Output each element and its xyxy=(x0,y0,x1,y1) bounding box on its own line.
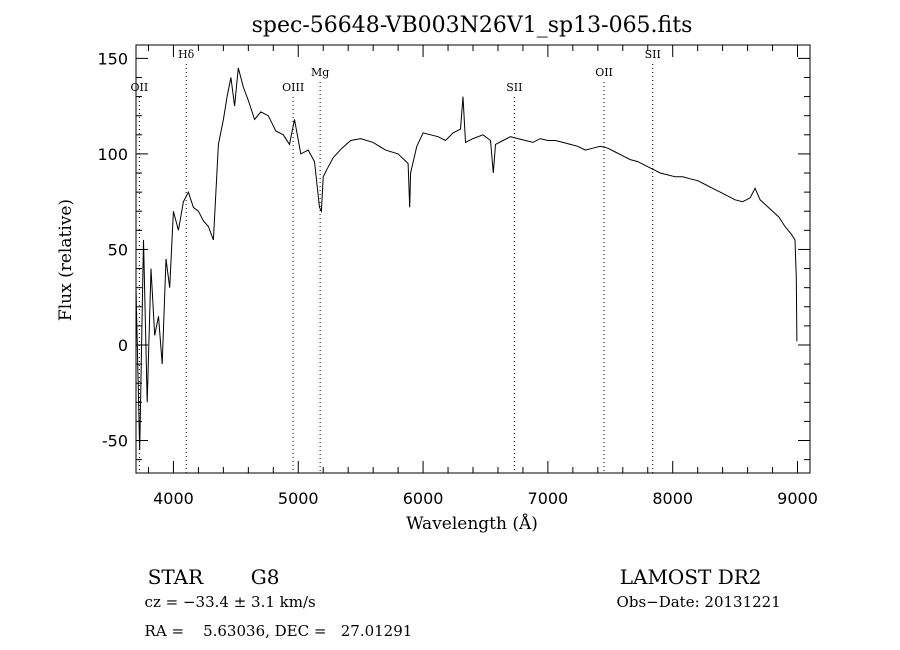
x-tick-label: 9000 xyxy=(777,489,818,508)
survey-name-label: LAMOST DR2 xyxy=(619,565,762,589)
line-marker-label: Mg xyxy=(311,66,329,79)
x-tick-label: 5000 xyxy=(278,489,319,508)
y-axis-label: Flux (relative) xyxy=(56,199,76,321)
chart-title: spec-56648-VB003N26V1_sp13-065.fits xyxy=(252,13,693,38)
spectrum-line xyxy=(135,67,798,451)
y-tick-label: 0 xyxy=(118,336,128,355)
line-marker-label: SII xyxy=(645,48,661,61)
x-axis-label: Wavelength (Å) xyxy=(406,513,538,534)
line-marker-label: OII xyxy=(595,66,613,79)
x-tick-label: 8000 xyxy=(652,489,693,508)
survey-name: LAMOST DR2 xyxy=(607,541,762,589)
object-subclass-label: G8 xyxy=(250,565,280,589)
y-tick-label: 150 xyxy=(97,49,128,68)
x-tick-label: 7000 xyxy=(528,489,569,508)
y-tick-label: 100 xyxy=(97,145,128,164)
redshift-cz: cz = −33.4 ± 3.1 km/s xyxy=(135,575,316,611)
line-marker-label: OIII xyxy=(282,81,304,94)
plot-frame xyxy=(135,44,811,474)
redshift-cz-value: cz = −33.4 ± 3.1 km/s xyxy=(144,593,316,611)
emission-line-markers: OII Hδ OIII Mg SII OII SII xyxy=(131,48,661,473)
object-class: STAR xyxy=(135,541,203,589)
line-marker-label: SII xyxy=(506,81,522,94)
object-subclass: G8 xyxy=(238,541,280,589)
y-tick-label: 50 xyxy=(108,240,128,259)
line-marker-label: OII xyxy=(131,81,149,94)
x-tick-label: 4000 xyxy=(153,489,194,508)
observation-date: Obs−Date: 20131221 xyxy=(607,575,781,611)
line-marker-label: Hδ xyxy=(178,48,195,61)
object-class-label: STAR xyxy=(147,565,204,589)
coordinates-value: RA = 5.63036, DEC = 27.01291 xyxy=(144,622,413,640)
coordinates: RA = 5.63036, DEC = 27.01291 xyxy=(135,604,413,640)
axis-ticks: 4000 5000 6000 7000 8000 9000 -50 0 50 100 150 xyxy=(97,45,818,508)
observation-date-value: Obs−Date: 20131221 xyxy=(616,593,781,611)
x-tick-label: 6000 xyxy=(403,489,444,508)
y-tick-label: -50 xyxy=(102,432,128,451)
